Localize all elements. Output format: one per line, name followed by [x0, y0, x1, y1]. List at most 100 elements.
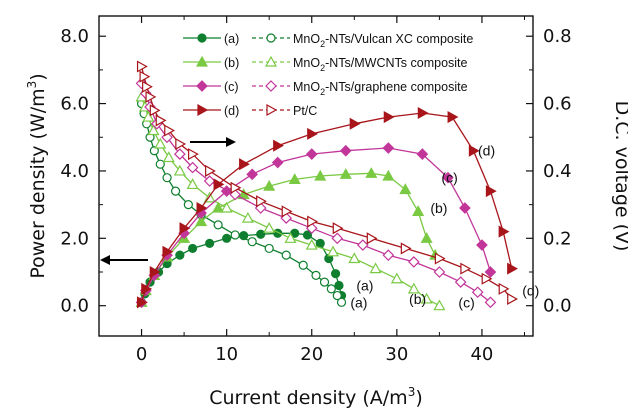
data-point-voltage: [326, 245, 340, 257]
data-point-voltage: [188, 148, 199, 161]
data-point-power: [484, 266, 497, 278]
data-point-power: [195, 215, 208, 227]
data-point-voltage: [186, 178, 199, 190]
data-point-power: [149, 265, 161, 279]
data-point-voltage: [281, 205, 293, 218]
voltage-curve-label: (c): [458, 294, 474, 310]
data-point-power: [447, 111, 459, 124]
data-point-voltage: [420, 292, 433, 304]
data-point-power: [141, 282, 153, 295]
data-point-power: [416, 148, 429, 160]
data-point-voltage: [390, 272, 403, 284]
power-curve-label: (c): [441, 170, 457, 186]
data-point-voltage: [175, 137, 187, 151]
data-point-voltage: [230, 230, 240, 240]
legend-label-right: MnO2-NTs/graphene composite: [293, 80, 468, 97]
voltage-curve-label: (b): [409, 291, 426, 307]
data-point-power: [212, 201, 225, 213]
data-point-power: [365, 167, 378, 178]
data-point-power: [239, 158, 250, 171]
data-point-voltage: [155, 159, 165, 169]
data-point-power: [175, 250, 185, 260]
data-point-voltage: [142, 80, 153, 93]
legend-marker-voltage: [266, 33, 276, 43]
y-right-tick-label: 0.4: [543, 161, 572, 182]
legend-marker-power: [195, 55, 209, 67]
data-point-voltage: [230, 181, 242, 194]
data-point-power: [412, 205, 425, 216]
data-point-power: [246, 168, 259, 181]
data-point-voltage: [256, 195, 267, 208]
data-point-voltage: [471, 286, 484, 299]
data-point-voltage: [454, 276, 467, 288]
axis-arrows: [100, 137, 236, 265]
data-point-voltage: [400, 242, 412, 255]
data-point-voltage: [139, 70, 151, 83]
data-point-voltage: [356, 239, 369, 251]
left-axis-arrow-head: [100, 255, 110, 265]
data-point-voltage: [331, 232, 344, 245]
data-point-voltage: [407, 282, 420, 294]
data-point-voltage: [220, 201, 233, 213]
data-point-power: [349, 117, 361, 130]
data-point-voltage: [298, 260, 308, 270]
legend-marker-voltage: [266, 103, 278, 117]
data-point-power: [307, 127, 318, 140]
data-point-power: [442, 171, 454, 184]
data-point-voltage: [136, 60, 148, 73]
y-right-tick-label: 0.2: [543, 228, 572, 249]
y-left-tick-label: 0.0: [60, 296, 89, 317]
data-point-voltage: [203, 175, 216, 187]
data-point-voltage: [154, 137, 167, 149]
x-tick-label: 10: [215, 344, 238, 365]
legend-label-right: MnO2-NTs/MWCNTs composite: [293, 56, 468, 73]
data-point-power: [485, 185, 497, 198]
series-1: [136, 98, 347, 307]
data-point-power: [213, 178, 225, 191]
legend-label-right: MnO2-NTs/Vulcan XC composite: [293, 32, 473, 49]
data-point-power: [222, 233, 232, 243]
voltage-curve-label: (d): [522, 283, 539, 299]
data-point-voltage: [247, 237, 257, 247]
legend-marker-voltage: [264, 55, 278, 67]
data-point-voltage: [170, 186, 181, 196]
data-point-voltage: [173, 164, 186, 176]
legend-label-left: (b): [224, 56, 239, 70]
data-point-voltage: [147, 124, 160, 136]
data-point-voltage: [142, 110, 155, 122]
data-point-voltage: [366, 232, 378, 245]
right-axis-title: D.C. voltage (V): [611, 101, 628, 252]
data-point-voltage: [183, 200, 193, 210]
axes: 0 10 20 30 40 0.0 2.0 4.0 6.0 8.0 0.0 0.2 0.4 0.6 0.8: [60, 16, 572, 365]
data-point-voltage: [307, 215, 318, 228]
data-point-power: [162, 245, 174, 258]
data-point-voltage: [434, 252, 446, 265]
series-3: [135, 90, 446, 311]
data-point-voltage: [332, 222, 344, 235]
data-point-voltage: [186, 161, 199, 174]
data-point-voltage: [173, 148, 186, 160]
data-point-power: [420, 232, 433, 243]
data-point-power: [383, 111, 395, 124]
y-right-tick-label: 0.0: [543, 296, 572, 317]
data-point-power: [256, 229, 266, 239]
data-point-voltage: [408, 256, 420, 268]
data-point-power: [339, 168, 352, 179]
data-point-power: [382, 142, 395, 154]
data-point-power: [459, 202, 471, 214]
legend: (a) MnO2-NTs/Vulcan XC composite (b) MnO2-N…: [183, 32, 473, 118]
data-point-power: [302, 230, 313, 240]
data-point-voltage: [336, 297, 347, 307]
data-point-voltage: [498, 282, 510, 295]
annotations: (d) (c) (b) (a)(a) (b) (c) (d): [350, 143, 539, 311]
data-point-power: [179, 222, 191, 235]
data-point-voltage: [460, 262, 472, 275]
data-point-voltage: [263, 221, 276, 233]
data-point-voltage: [369, 262, 382, 274]
data-point-power: [205, 238, 215, 248]
y-right-tick-label: 0.8: [543, 26, 572, 47]
data-point-voltage: [145, 90, 157, 103]
data-point-power: [334, 280, 344, 291]
data-point-voltage: [205, 164, 216, 177]
